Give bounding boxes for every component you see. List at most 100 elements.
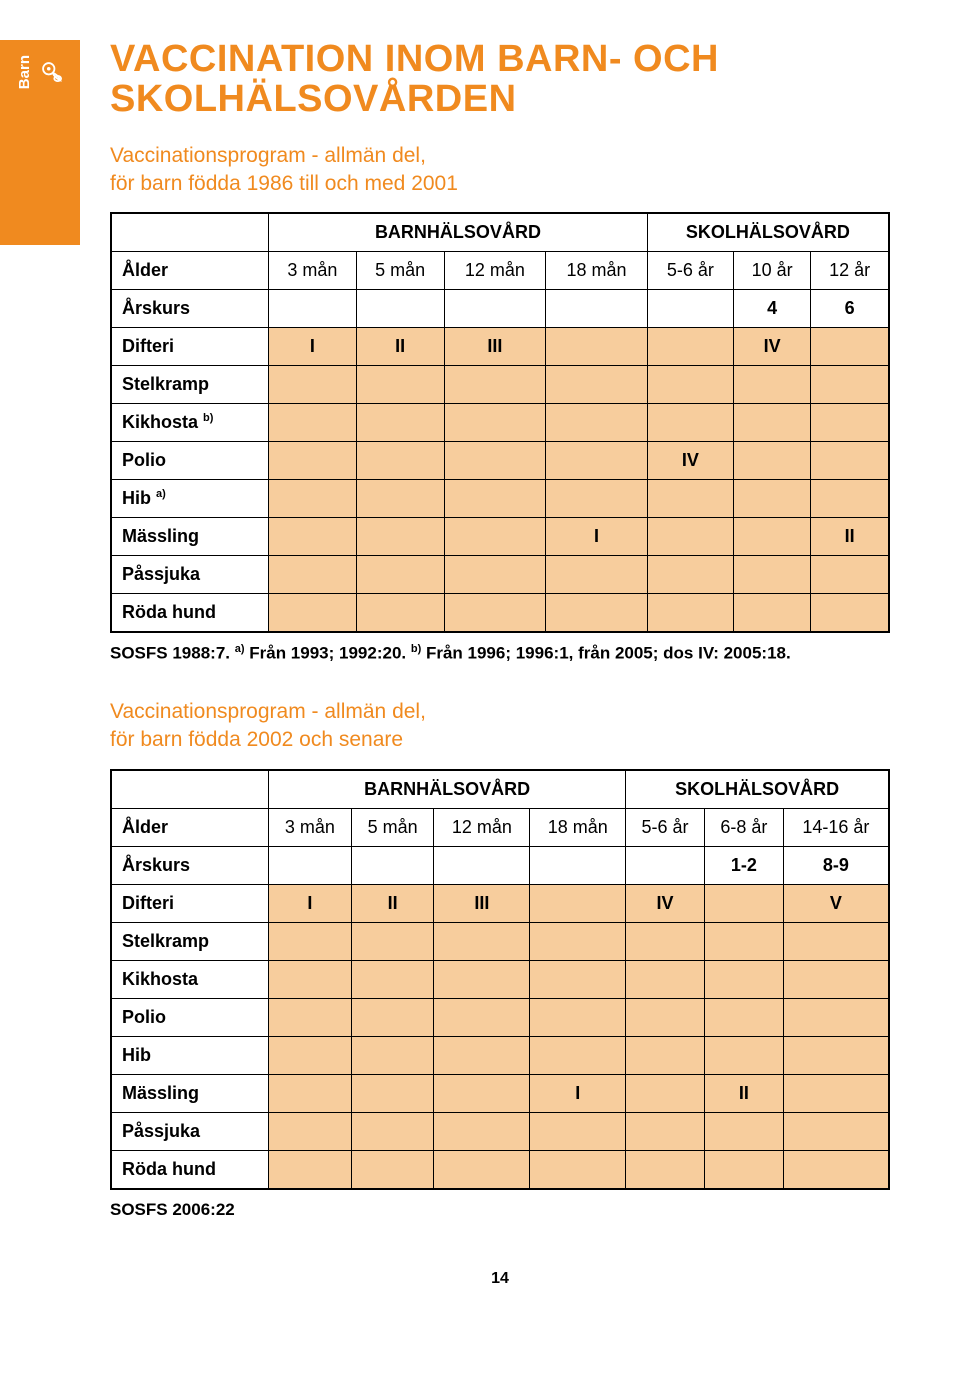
table-cell: IV (647, 442, 733, 480)
table-cell (351, 1036, 434, 1074)
table-cell: 18 mån (530, 808, 626, 846)
table-cell (434, 1036, 530, 1074)
table-cell (811, 594, 889, 633)
table-cell: 8-9 (783, 846, 889, 884)
table-cell: III (434, 884, 530, 922)
table-row-label: Stelkramp (111, 922, 269, 960)
table-row-label: Ålder (111, 808, 269, 846)
subtitle2-line1: Vaccinationsprogram - allmän del, (110, 700, 426, 723)
table-cell (626, 846, 705, 884)
subtitle1-line1: Vaccinationsprogram - allmän del, (110, 144, 426, 167)
table-cell (733, 404, 810, 442)
table-cell (269, 518, 357, 556)
table-row-label: Polio (111, 442, 269, 480)
table-cell (733, 442, 810, 480)
side-tab: Barn (0, 40, 80, 245)
table-row-label: Difteri (111, 884, 269, 922)
table-cell: 6 (811, 290, 889, 328)
table-cell (434, 998, 530, 1036)
table-section-skol: SKOLHÄLSOVÅRD (647, 213, 889, 252)
table-cell (647, 518, 733, 556)
table-cell (546, 556, 648, 594)
table-cell (811, 328, 889, 366)
table-cell: I (546, 518, 648, 556)
table-cell: 5-6 år (647, 252, 733, 290)
table-cell (783, 1112, 889, 1150)
table-cell (530, 1150, 626, 1189)
table-cell (269, 480, 357, 518)
table-cell (444, 556, 546, 594)
table-cell (530, 1036, 626, 1074)
table-cell (269, 846, 352, 884)
table-cell (647, 480, 733, 518)
table-cell: 12 år (811, 252, 889, 290)
table-cell (626, 922, 705, 960)
table-cell (733, 556, 810, 594)
table-cell (546, 328, 648, 366)
table-cell: 10 år (733, 252, 810, 290)
table-cell (444, 594, 546, 633)
side-tab-label: Barn (16, 55, 33, 89)
table-cell (356, 518, 444, 556)
table-row-label: Påssjuka (111, 556, 269, 594)
table-cell (626, 960, 705, 998)
table-cell (530, 846, 626, 884)
table-row-label: Årskurs (111, 290, 269, 328)
page-number: 14 (110, 1270, 890, 1288)
table2-footnote: SOSFS 2006:22 (110, 1200, 890, 1220)
subtitle1-line2: för barn födda 1986 till och med 2001 (110, 172, 458, 195)
table-cell (351, 922, 434, 960)
table-cell: 18 mån (546, 252, 648, 290)
table-cell (783, 1074, 889, 1112)
table-cell (546, 404, 648, 442)
table-cell (530, 960, 626, 998)
table-cell: I (269, 884, 352, 922)
table-cell (733, 518, 810, 556)
table-cell (704, 884, 783, 922)
table-cell (444, 404, 546, 442)
table-cell: 6-8 år (704, 808, 783, 846)
section1-subtitle: Vaccinationsprogram - allmän del, för ba… (110, 142, 890, 199)
table-cell (269, 1150, 352, 1189)
table-section-barn: BARNHÄLSOVÅRD (269, 213, 648, 252)
page-title: VACCINATION INOM BARN- OCH SKOLHÄLSOVÅRD… (110, 40, 890, 120)
table-cell (351, 846, 434, 884)
table-cell: IV (626, 884, 705, 922)
table-row-label: Röda hund (111, 1150, 269, 1189)
table-cell: 5 mån (351, 808, 434, 846)
table-row-label: Ålder (111, 252, 269, 290)
table-cell (351, 1112, 434, 1150)
table-cell (269, 922, 352, 960)
table-cell (647, 366, 733, 404)
table-cell (356, 556, 444, 594)
table-cell (626, 1036, 705, 1074)
table-cell (811, 556, 889, 594)
table-cell (546, 290, 648, 328)
table-cell (356, 290, 444, 328)
table-cell: 14-16 år (783, 808, 889, 846)
table-row-label: Stelkramp (111, 366, 269, 404)
table-cell: II (704, 1074, 783, 1112)
table-cell (351, 960, 434, 998)
vaccination-table-1: BARNHÄLSOVÅRDSKOLHÄLSOVÅRDÅlder3 mån5 må… (110, 212, 890, 633)
table-cell (444, 518, 546, 556)
table-cell (269, 960, 352, 998)
table-cell (434, 846, 530, 884)
table-cell (269, 290, 357, 328)
table-cell (626, 1112, 705, 1150)
table-cell: 5-6 år (626, 808, 705, 846)
table-cell (647, 290, 733, 328)
table-cell (356, 404, 444, 442)
table-cell (783, 1150, 889, 1189)
table-cell (356, 442, 444, 480)
table-cell: IV (733, 328, 810, 366)
table-cell (647, 328, 733, 366)
table-row-label: Mässling (111, 1074, 269, 1112)
vaccination-table-2: BARNHÄLSOVÅRDSKOLHÄLSOVÅRDÅlder3 mån5 må… (110, 769, 890, 1190)
table-cell: II (351, 884, 434, 922)
table-cell (704, 1150, 783, 1189)
table-cell (647, 556, 733, 594)
table-cell (434, 1112, 530, 1150)
table-row-label: Mässling (111, 518, 269, 556)
table-cell (626, 1074, 705, 1112)
